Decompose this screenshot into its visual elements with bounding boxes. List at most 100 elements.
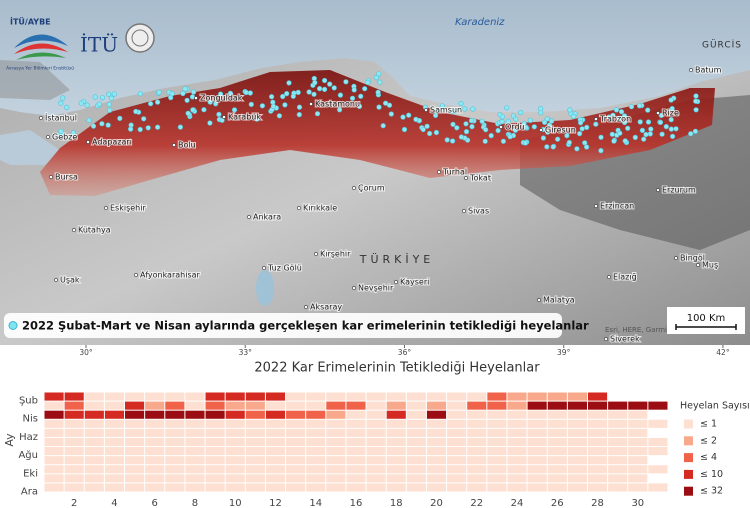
heat-cell [185, 474, 205, 483]
legend-swatch [684, 419, 693, 429]
landslide-point [541, 119, 548, 125]
logo-university: İTÜ [80, 32, 118, 57]
place-dot [39, 116, 43, 120]
heat-cell [125, 437, 145, 447]
heat-cell [587, 474, 608, 483]
logo-name: Avrasya Yer Bilimleri Enstitüsü [6, 66, 74, 72]
heat-cell [306, 483, 326, 492]
place-label: Giresun [545, 126, 576, 135]
heat-cell [366, 456, 386, 465]
landslide-point [582, 140, 588, 146]
x-tick-label: 24 [511, 498, 524, 508]
heat-cell [104, 447, 125, 456]
landslide-point [495, 127, 501, 134]
landslide-point [463, 121, 469, 127]
heat-cell [185, 419, 205, 428]
lon-tick-label: 42° [716, 348, 730, 357]
black-sea [0, 0, 750, 116]
place-label: Karabük [228, 113, 261, 122]
heat-cell [306, 419, 326, 428]
landslide-point [648, 126, 654, 132]
place-label: Kırşehir [320, 250, 351, 259]
landslide-point [248, 101, 254, 107]
place-dot [607, 275, 611, 279]
place-dot [462, 209, 466, 213]
heat-cell [125, 474, 145, 483]
place-dot [49, 175, 53, 179]
place-dot [537, 298, 541, 302]
place-label: Kırıkkale [303, 204, 337, 213]
heat-cell [467, 465, 487, 474]
place-dot [222, 115, 226, 119]
landslide-point [90, 123, 97, 129]
heat-cell [326, 410, 346, 419]
landslide-point [284, 90, 290, 97]
heat-cell [185, 410, 205, 419]
place-dot [656, 188, 660, 192]
heat-cell [145, 428, 165, 437]
landslide-point [296, 111, 302, 118]
heat-cell [265, 483, 286, 492]
heat-cell [487, 465, 507, 474]
heat-cell [507, 428, 527, 437]
heat-cell [265, 419, 286, 428]
logo-arc [14, 43, 68, 54]
heat-cell [104, 474, 125, 483]
place-dot [72, 228, 76, 232]
heat-cell [205, 447, 225, 456]
heat-cell [84, 410, 104, 419]
landslide-point [470, 106, 476, 112]
landslide-point [388, 111, 394, 117]
heat-cell [265, 428, 286, 437]
heat-cell [64, 465, 84, 474]
heat-cell [205, 465, 225, 474]
heat-cell [125, 456, 145, 465]
x-tick-label: 16 [350, 498, 363, 508]
heat-cell [225, 419, 245, 428]
heat-cell [265, 447, 286, 456]
salt-lake [256, 270, 274, 306]
lon-tick-label: 39° [557, 348, 571, 357]
place-dot [594, 204, 598, 208]
landslide-point [693, 107, 699, 113]
heat-cell [648, 447, 668, 456]
heat-cell [547, 419, 567, 428]
heat-cell [125, 410, 145, 419]
landslide-point [433, 129, 440, 136]
heat-cell [648, 437, 668, 447]
landslide-point [538, 110, 544, 116]
legend-swatch [684, 469, 693, 479]
legend-label: ≤ 1 [700, 419, 717, 430]
landslide-point [322, 77, 328, 84]
place-dot [352, 186, 356, 190]
heat-cell [286, 401, 306, 410]
heat-cell [306, 456, 326, 465]
heat-cell [547, 410, 567, 419]
landslide-point [540, 135, 547, 141]
heat-cell [245, 483, 265, 492]
heat-cell [386, 437, 406, 447]
heat-cell [447, 437, 467, 447]
heat-cell [386, 392, 406, 401]
x-tick-label: 12 [269, 498, 282, 508]
place-label: Batum [695, 66, 722, 75]
heat-cell [245, 428, 265, 437]
heat-cell [185, 456, 205, 465]
landslide-point [189, 94, 196, 100]
heat-cell [507, 465, 527, 474]
landslide-point [351, 87, 357, 93]
heat-cell [487, 410, 507, 419]
landslide-point [463, 129, 470, 135]
heat-cell [567, 392, 587, 401]
place-dot [297, 206, 301, 210]
landslide-point [327, 81, 333, 87]
heat-cell [487, 419, 507, 428]
heat-cell [447, 428, 467, 437]
landslide-point [450, 138, 456, 144]
heat-cell [306, 437, 326, 447]
x-tick-label: 30 [631, 498, 644, 508]
heat-cell [406, 428, 426, 437]
heat-cell [245, 474, 265, 483]
heat-cell [145, 456, 165, 465]
heat-cell [346, 483, 366, 492]
